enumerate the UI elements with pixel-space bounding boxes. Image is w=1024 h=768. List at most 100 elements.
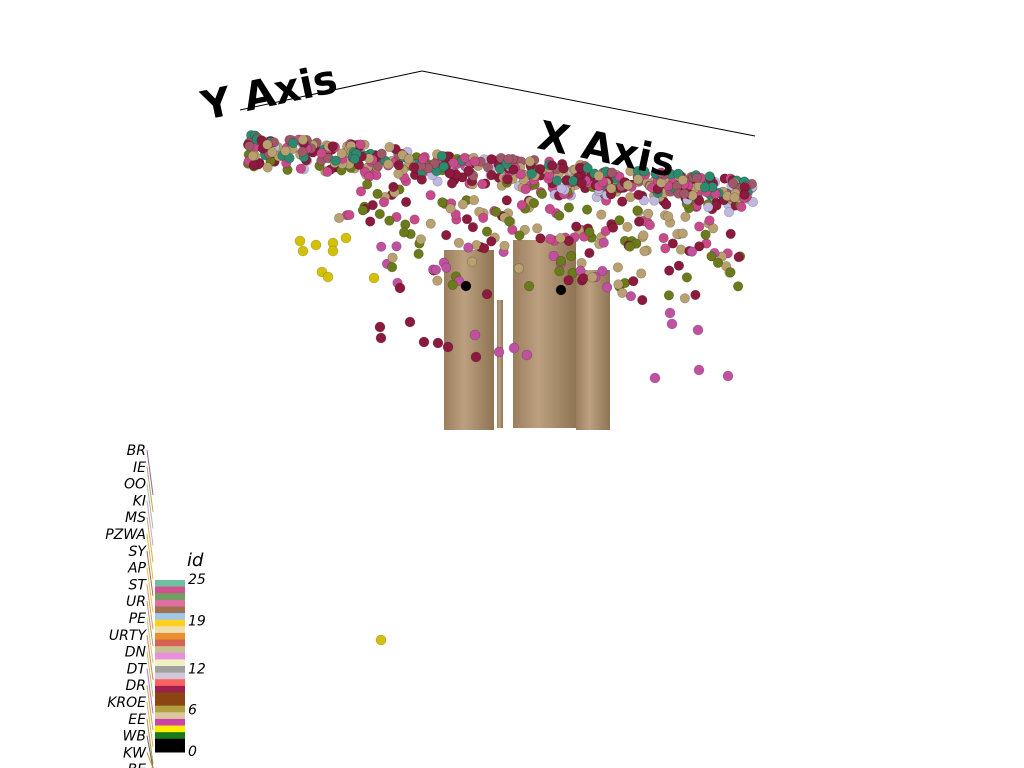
- data-point: [593, 170, 604, 181]
- category-label: KW: [123, 745, 147, 761]
- data-point: [244, 141, 255, 152]
- data-point: [508, 342, 520, 354]
- data-point: [722, 370, 734, 382]
- data-point: [632, 174, 644, 185]
- colorbar-tick-label: 19: [188, 613, 206, 629]
- axes-frame: [239, 70, 756, 137]
- data-point: [432, 337, 444, 349]
- data-point: [336, 148, 347, 159]
- data-point: [355, 139, 366, 150]
- colorbar-swatch: [155, 659, 185, 667]
- data-point: [691, 172, 703, 183]
- data-point: [327, 245, 339, 257]
- data-point: [469, 329, 481, 341]
- category-label: ST: [129, 577, 148, 593]
- category-label: DT: [127, 661, 148, 677]
- category-label: DN: [125, 645, 147, 661]
- data-point: [639, 166, 650, 177]
- data-point: [391, 241, 402, 252]
- colorbar-swatch: [155, 626, 185, 634]
- data-point: [637, 295, 648, 306]
- colorbar-swatch: [155, 639, 185, 647]
- data-point: [563, 202, 575, 213]
- data-point: [712, 257, 724, 268]
- colorbar-swatch: [155, 718, 185, 727]
- data-point: [365, 216, 376, 227]
- data-point: [551, 175, 563, 186]
- category-leader-line: [146, 584, 154, 630]
- data-point: [432, 275, 443, 286]
- data-point: [445, 203, 456, 214]
- data-point: [372, 161, 384, 172]
- category-leader-line: [146, 718, 154, 764]
- data-point: [725, 267, 736, 278]
- data-point: [584, 247, 595, 259]
- data-point: [262, 139, 273, 150]
- pillar: [576, 270, 610, 430]
- data-point: [383, 159, 394, 170]
- data-point: [374, 321, 386, 333]
- data-point: [516, 200, 527, 211]
- colorbar-tick-label: 12: [188, 661, 206, 677]
- data-point: [614, 215, 625, 226]
- category-label: URTY: [109, 628, 148, 644]
- data-point: [494, 163, 506, 174]
- category-leader-line: [146, 617, 154, 664]
- colorbar-swatch: [155, 666, 185, 674]
- data-point: [444, 168, 455, 179]
- data-point: [613, 279, 624, 290]
- data-point: [368, 272, 380, 284]
- category-label: DR: [125, 678, 146, 694]
- data-point: [612, 262, 624, 273]
- data-point: [384, 215, 395, 226]
- data-point: [457, 199, 469, 210]
- data-point: [514, 230, 525, 241]
- data-point: [694, 221, 705, 232]
- data-point: [441, 230, 452, 241]
- data-point: [554, 210, 565, 221]
- data-point: [694, 195, 705, 206]
- data-point: [470, 351, 482, 363]
- data-point: [413, 248, 424, 259]
- category-leader-line: [146, 517, 154, 563]
- category-label: BE: [128, 762, 147, 768]
- data-point: [502, 174, 513, 185]
- data-point: [504, 216, 515, 227]
- data-point: [567, 175, 579, 186]
- data-point: [520, 184, 531, 195]
- data-point: [581, 204, 593, 215]
- data-point: [297, 146, 308, 157]
- category-label: PZWA: [105, 527, 146, 543]
- data-point: [393, 160, 404, 171]
- data-point: [469, 156, 480, 167]
- category-leader-line: [146, 500, 154, 546]
- data-point: [404, 316, 416, 328]
- data-point: [477, 179, 488, 190]
- data-point: [555, 255, 567, 267]
- colorbar-swatch: [155, 699, 185, 707]
- data-point: [667, 238, 678, 249]
- data-point: [636, 268, 647, 279]
- category-leader-line: [146, 651, 154, 697]
- data-point: [729, 192, 740, 203]
- data-point: [625, 291, 637, 302]
- data-point: [739, 189, 750, 200]
- category-label: IE: [133, 460, 146, 476]
- pillar-group: [444, 240, 610, 430]
- colorbar-swatch: [155, 712, 185, 720]
- data-point: [418, 336, 430, 348]
- data-point: [521, 349, 533, 361]
- data-point: [617, 287, 628, 299]
- y-axis-line: [239, 70, 423, 111]
- category-leader-line: [146, 701, 154, 748]
- data-point: [310, 239, 322, 251]
- data-point: [632, 205, 643, 216]
- data-point: [622, 221, 633, 232]
- colorbar-swatch: [155, 632, 185, 641]
- data-point: [693, 364, 705, 376]
- data-point: [362, 179, 373, 190]
- colorbar-swatch: [155, 692, 185, 700]
- data-point: [416, 174, 427, 185]
- data-point: [330, 155, 341, 166]
- data-point: [486, 154, 497, 165]
